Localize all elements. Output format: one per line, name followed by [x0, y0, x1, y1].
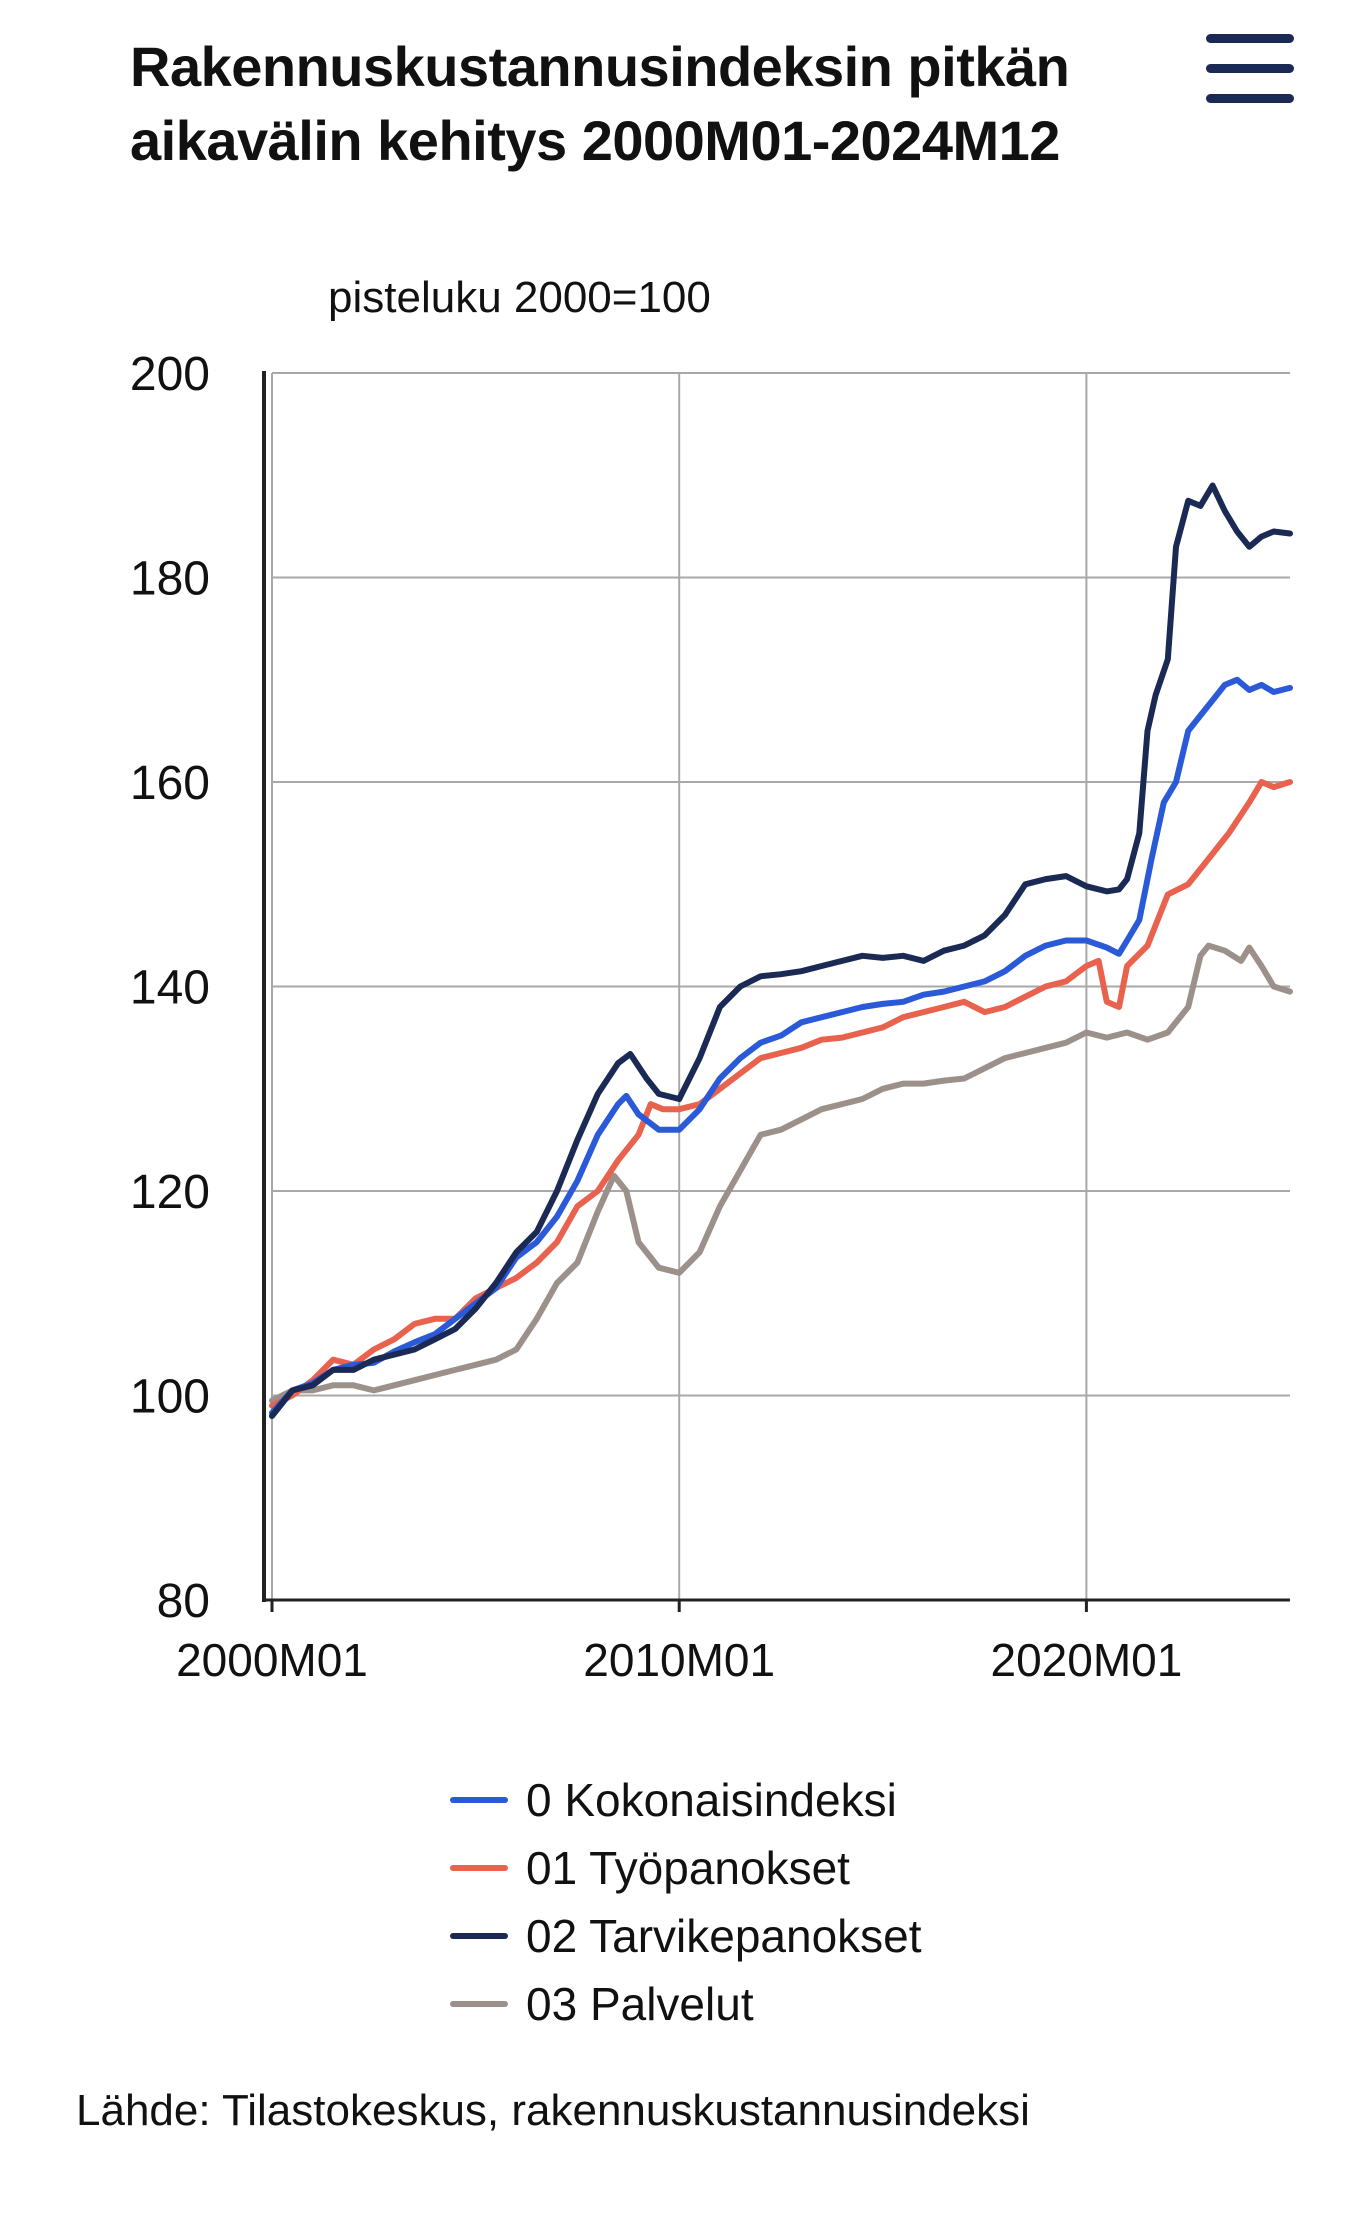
y-tick-label: 120: [130, 1166, 210, 1219]
y-tick-label: 180: [130, 553, 210, 606]
series-lines: [269, 482, 1293, 1419]
chart-title-line-1: Rakennuskustannusindeksin pitkän: [130, 35, 1070, 98]
legend-label-kokonaisindeksi: 0 Kokonaisindeksi: [526, 1774, 897, 1826]
legend-item-kokonaisindeksi[interactable]: 0 Kokonaisindeksi: [450, 1766, 922, 1834]
gridlines: [271, 372, 1290, 1600]
y-tick-label: 80: [157, 1575, 210, 1628]
legend-swatch-kokonaisindeksi: [450, 1797, 508, 1803]
legend-label-tarvikepanokset: 02 Tarvikepanokset: [526, 1910, 922, 1962]
legend-item-palvelut[interactable]: 03 Palvelut: [450, 1970, 922, 2038]
source-note: Lähde: Tilastokeskus, rakennuskustannusi…: [76, 2086, 1030, 2135]
y-axis-unit-label: pisteluku 2000=100: [328, 273, 711, 322]
legend-swatch-tyopanokset: [450, 1865, 508, 1871]
legend-swatch-palvelut: [450, 2001, 508, 2007]
legend-item-tyopanokset[interactable]: 01 Työpanokset: [450, 1834, 922, 1902]
x-tick-label: 2010M01: [583, 1634, 775, 1686]
series-line-02-tarvikepanokset: [269, 482, 1293, 1419]
legend-label-palvelut: 03 Palvelut: [526, 1978, 754, 2030]
legend-swatch-tarvikepanokset: [450, 1933, 508, 1939]
chart-title: Rakennuskustannusindeksin pitkän aikaväl…: [130, 30, 1170, 178]
y-tick-label: 140: [130, 962, 210, 1015]
x-tick-label: 2000M01: [176, 1634, 368, 1686]
axes: 80 100 120 140 160 180 200 2000M01 2010M01 2020M0…: [130, 348, 1290, 1686]
chart-title-line-2: aikavälin kehitys 2000M01-2024M12: [130, 109, 1060, 172]
legend-label-tyopanokset: 01 Työpanokset: [526, 1842, 850, 1894]
series-line-03-palvelut: [269, 942, 1293, 1404]
series-line-0-kokonaisindeksi: [269, 676, 1293, 1416]
hamburger-menu-icon[interactable]: [1206, 34, 1296, 104]
legend-item-tarvikepanokset[interactable]: 02 Tarvikepanokset: [450, 1902, 922, 1970]
line-chart: pisteluku 2000=100 80 100 120 140 160 180 200 2…: [130, 273, 1293, 1686]
x-tick-label: 2020M01: [990, 1634, 1182, 1686]
y-tick-label: 200: [130, 348, 210, 401]
y-tick-label: 100: [130, 1371, 210, 1424]
chart-legend: 0 Kokonaisindeksi 01 Työpanokset 02 Tarv…: [450, 1766, 922, 2038]
series-line-01-ty-panokset: [269, 779, 1293, 1409]
y-tick-label: 160: [130, 757, 210, 810]
